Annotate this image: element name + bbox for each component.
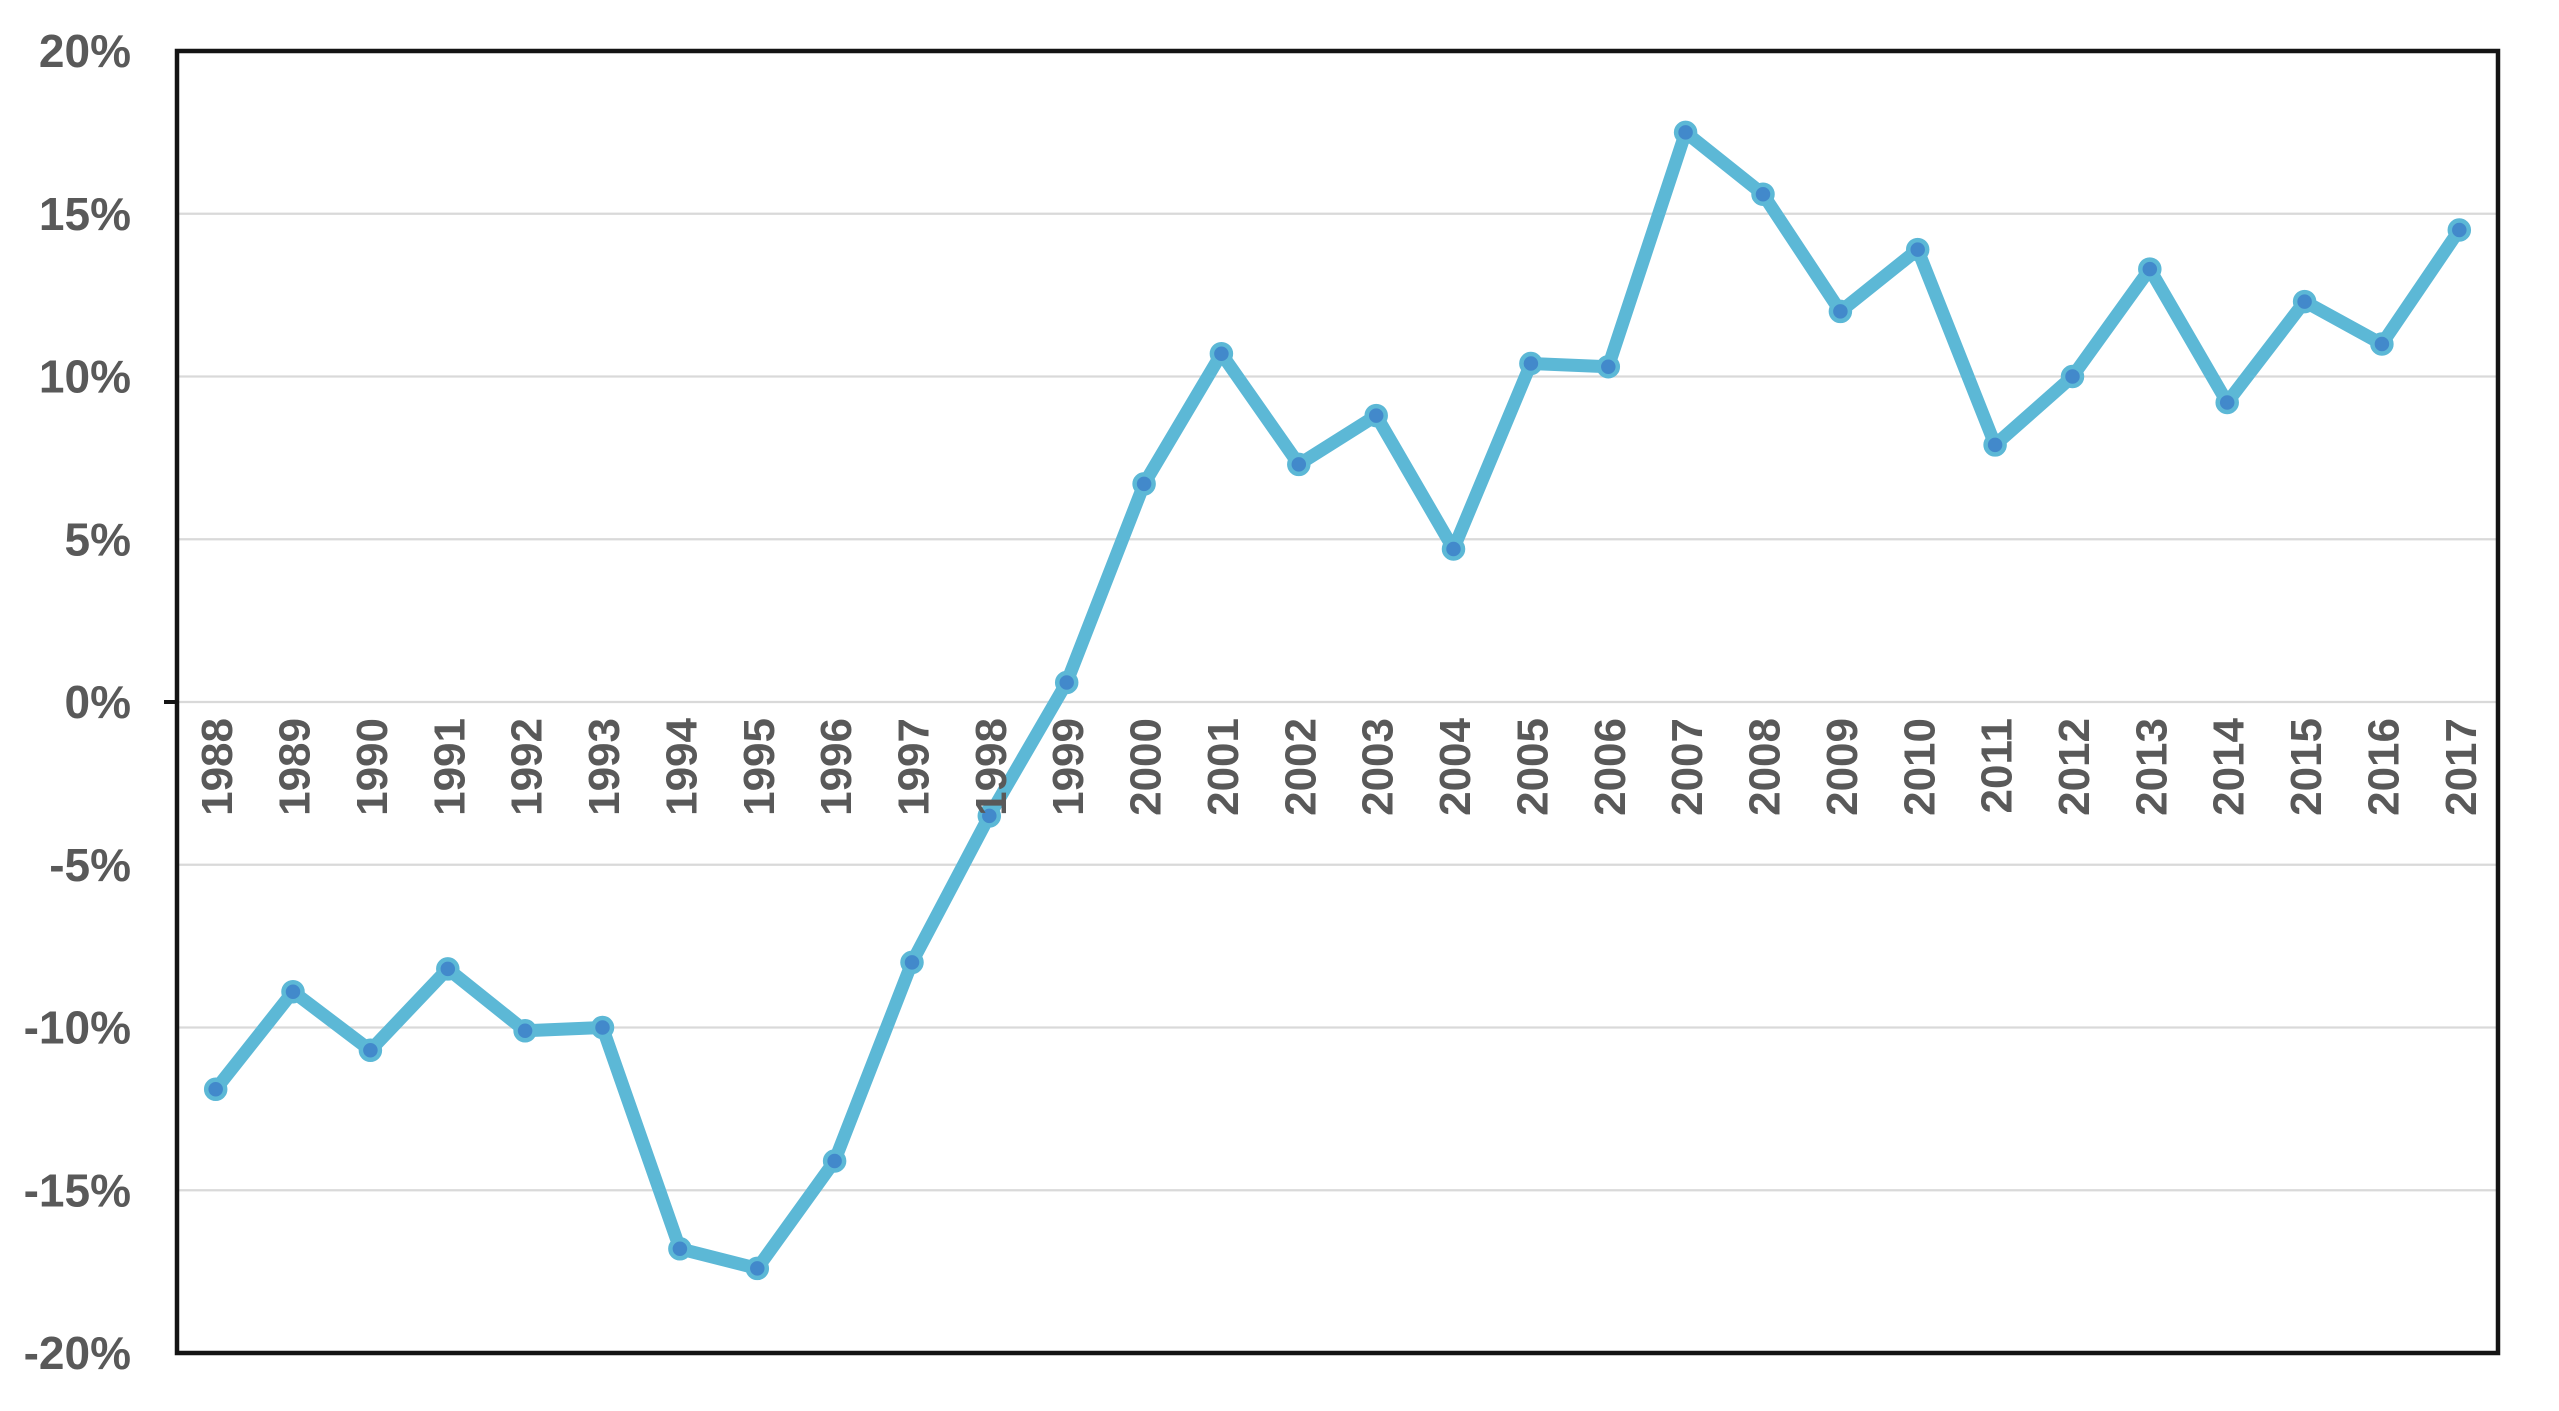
y-axis-tick-label: -20% <box>24 1327 131 1379</box>
x-axis-tick-label-1988: 1988 <box>193 718 242 816</box>
x-axis-tick-label-2002: 2002 <box>1276 718 1325 816</box>
data-point-marker-1992 <box>513 1019 537 1043</box>
data-point-marker-1997 <box>900 950 924 975</box>
x-axis-tick-label-1994: 1994 <box>657 717 706 815</box>
y-axis-tick-label: -5% <box>49 839 131 891</box>
x-axis-tick-label-2014: 2014 <box>2205 717 2254 815</box>
data-point-marker-1996 <box>822 1149 847 1173</box>
x-axis-tick-label-2001: 2001 <box>1199 718 1248 816</box>
data-point-marker-2006 <box>1596 354 1621 379</box>
data-point-marker-2001 <box>1209 341 1234 366</box>
data-point-marker-1993 <box>590 1015 615 1040</box>
data-point-marker-2013 <box>2138 257 2162 281</box>
x-axis-tick-label-2009: 2009 <box>1818 718 1867 816</box>
y-axis-tick-label: 15% <box>39 188 131 240</box>
y-axis-tick-label: 20% <box>39 25 131 77</box>
x-axis-tick-label-2010: 2010 <box>1895 718 1944 816</box>
x-axis-tick-label-2007: 2007 <box>1663 718 1712 816</box>
data-point-marker-2015 <box>2292 289 2317 314</box>
data-point-marker-2002 <box>1287 452 1311 477</box>
x-axis-tick-label-1998: 1998 <box>967 718 1016 816</box>
data-point-marker-1994 <box>668 1237 692 1261</box>
x-axis-tick-label-2011: 2011 <box>1973 718 2022 813</box>
x-axis-tick-label-1996: 1996 <box>812 718 861 816</box>
y-axis-tick-label: -15% <box>24 1164 131 1216</box>
x-axis-tick-label-1995: 1995 <box>735 718 784 816</box>
x-axis-tick-label-2006: 2006 <box>1586 718 1635 816</box>
x-axis-tick-label-1989: 1989 <box>271 718 320 816</box>
x-axis-tick-label-1993: 1993 <box>580 718 629 816</box>
data-point-marker-1989 <box>281 979 305 1004</box>
data-point-marker-2016 <box>2370 332 2394 356</box>
data-point-marker-2000 <box>1132 472 1156 496</box>
x-axis-tick-label-2013: 2013 <box>2127 718 2176 816</box>
x-axis-tick-label-2015: 2015 <box>2282 718 2331 816</box>
x-axis-tick-label-1992: 1992 <box>503 718 552 816</box>
x-axis-tick-label-2004: 2004 <box>1431 717 1480 815</box>
data-point-marker-2011 <box>1983 433 2007 457</box>
x-axis-tick-label-2012: 2012 <box>2050 718 2099 816</box>
data-point-marker-2003 <box>1364 403 1388 428</box>
data-point-marker-1990 <box>358 1038 383 1063</box>
data-point-marker-1998 <box>977 804 1002 828</box>
x-axis-tick-label-2003: 2003 <box>1354 718 1403 816</box>
data-point-marker-1991 <box>436 957 460 981</box>
x-axis-tick-label-2000: 2000 <box>1122 718 1171 816</box>
data-point-marker-1999 <box>1054 670 1079 695</box>
y-axis-tick-label: 5% <box>65 513 131 565</box>
data-point-marker-2012 <box>2060 364 2085 389</box>
data-point-marker-2004 <box>1441 537 1466 561</box>
data-point-marker-2017 <box>2447 218 2472 242</box>
data-point-marker-2010 <box>1905 237 1930 262</box>
y-axis-tick-label: 0% <box>65 676 131 728</box>
y-axis-tick-label: -10% <box>24 1002 131 1054</box>
x-axis-tick-label-2016: 2016 <box>2359 718 2408 816</box>
data-line-annual-percentage-series <box>209 125 2466 1275</box>
x-axis-tick-label-2008: 2008 <box>1741 718 1790 816</box>
x-axis-tick-label-2017: 2017 <box>2437 718 2486 816</box>
data-point-marker-2009 <box>1828 299 1853 324</box>
data-point-marker-2007 <box>1673 120 1698 145</box>
y-axis-tick-label: 10% <box>39 351 131 403</box>
x-axis-tick-label-1990: 1990 <box>348 718 397 816</box>
data-point-marker-2014 <box>2215 390 2239 415</box>
data-point-marker-1988 <box>203 1077 228 1102</box>
data-point-marker-1995 <box>745 1256 770 1281</box>
x-axis-tick-label-2005: 2005 <box>1508 718 1557 816</box>
x-axis-tick-label-1997: 1997 <box>889 718 938 816</box>
data-point-marker-2005 <box>1519 351 1543 376</box>
data-point-marker-2008 <box>1751 182 1775 206</box>
x-axis-tick-label-1991: 1991 <box>425 718 474 816</box>
x-axis-tick-label-1999: 1999 <box>1044 718 1093 816</box>
